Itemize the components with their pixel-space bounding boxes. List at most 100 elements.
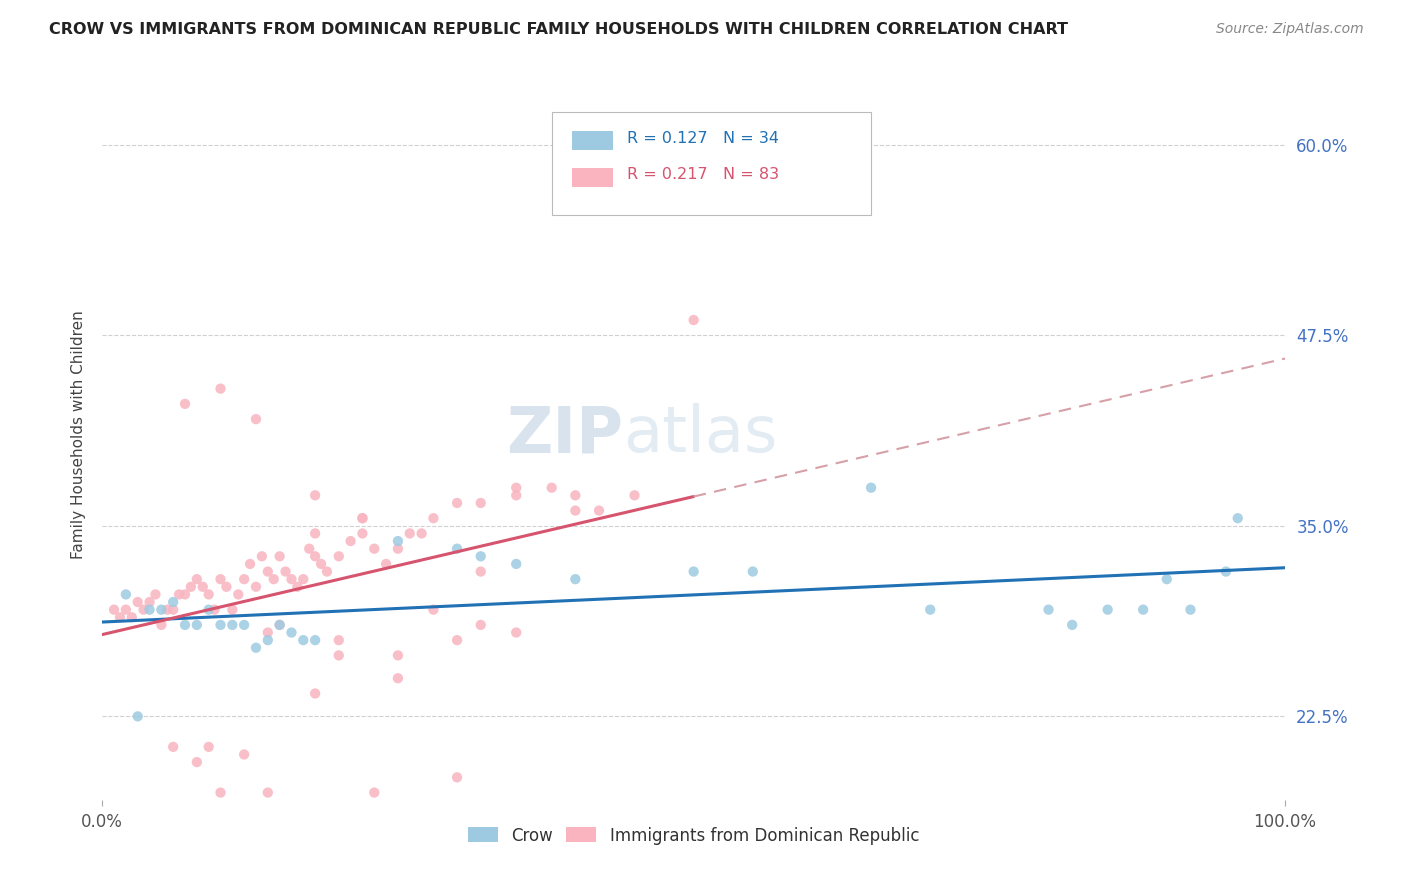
- Point: [387, 648, 409, 663]
- Point: [239, 557, 262, 571]
- Point: [197, 587, 219, 601]
- Point: [470, 549, 492, 564]
- Point: [287, 580, 309, 594]
- Point: [209, 786, 232, 800]
- Point: [304, 526, 326, 541]
- Point: [245, 580, 267, 594]
- Point: [422, 602, 444, 616]
- Y-axis label: Family Households with Children: Family Households with Children: [72, 310, 86, 558]
- Point: [328, 549, 350, 564]
- Point: [1215, 565, 1237, 579]
- Point: [256, 625, 278, 640]
- Point: [245, 412, 267, 426]
- Point: [422, 511, 444, 525]
- Point: [470, 618, 492, 632]
- Point: [127, 595, 149, 609]
- Point: [256, 633, 278, 648]
- Point: [250, 549, 273, 564]
- Point: [209, 572, 232, 586]
- Point: [180, 580, 202, 594]
- Point: [1038, 602, 1060, 616]
- Point: [263, 572, 285, 586]
- Point: [352, 511, 374, 525]
- Point: [145, 587, 167, 601]
- Point: [174, 618, 197, 632]
- Text: CROW VS IMMIGRANTS FROM DOMINICAN REPUBLIC FAMILY HOUSEHOLDS WITH CHILDREN CORRE: CROW VS IMMIGRANTS FROM DOMINICAN REPUBL…: [49, 22, 1069, 37]
- Point: [328, 633, 350, 648]
- Point: [197, 602, 219, 616]
- Point: [292, 572, 315, 586]
- Point: [256, 786, 278, 800]
- Point: [339, 534, 361, 549]
- Point: [375, 557, 398, 571]
- Text: R = 0.217   N = 83: R = 0.217 N = 83: [627, 167, 779, 182]
- Point: [221, 602, 243, 616]
- Point: [564, 503, 586, 517]
- Point: [1226, 511, 1249, 525]
- Point: [316, 565, 339, 579]
- Point: [387, 534, 409, 549]
- Point: [115, 602, 138, 616]
- Point: [387, 671, 409, 685]
- Point: [174, 587, 197, 601]
- Point: [174, 397, 197, 411]
- Point: [167, 587, 190, 601]
- Point: [103, 602, 125, 616]
- Point: [186, 618, 208, 632]
- Point: [221, 618, 243, 632]
- Point: [505, 481, 527, 495]
- Point: [186, 755, 208, 769]
- Point: [682, 313, 704, 327]
- Point: [304, 549, 326, 564]
- Point: [245, 640, 267, 655]
- Point: [446, 496, 468, 510]
- Bar: [572, 131, 613, 151]
- Point: [505, 625, 527, 640]
- FancyBboxPatch shape: [551, 112, 872, 215]
- Text: atlas: atlas: [623, 403, 778, 466]
- Point: [209, 382, 232, 396]
- Point: [132, 602, 155, 616]
- Point: [162, 602, 184, 616]
- Point: [860, 481, 883, 495]
- Point: [162, 739, 184, 754]
- Text: Source: ZipAtlas.com: Source: ZipAtlas.com: [1216, 22, 1364, 37]
- Point: [162, 595, 184, 609]
- Point: [304, 686, 326, 700]
- Point: [215, 580, 238, 594]
- Point: [280, 572, 302, 586]
- Point: [328, 648, 350, 663]
- Point: [156, 602, 179, 616]
- Point: [309, 557, 332, 571]
- Point: [150, 602, 173, 616]
- Point: [1097, 602, 1119, 616]
- Point: [564, 572, 586, 586]
- Point: [1180, 602, 1202, 616]
- Text: ZIP: ZIP: [506, 403, 623, 466]
- Point: [150, 618, 173, 632]
- Point: [186, 572, 208, 586]
- Point: [352, 526, 374, 541]
- Point: [682, 565, 704, 579]
- Point: [741, 565, 763, 579]
- Point: [269, 618, 291, 632]
- Point: [269, 618, 291, 632]
- Legend: Crow, Immigrants from Dominican Republic: Crow, Immigrants from Dominican Republic: [468, 827, 920, 845]
- Point: [233, 747, 256, 762]
- Point: [470, 496, 492, 510]
- Point: [274, 565, 297, 579]
- Point: [191, 580, 214, 594]
- Point: [304, 633, 326, 648]
- Point: [446, 541, 468, 556]
- Point: [505, 557, 527, 571]
- Point: [292, 633, 315, 648]
- Point: [209, 618, 232, 632]
- Point: [446, 770, 468, 784]
- Point: [540, 481, 562, 495]
- Point: [304, 488, 326, 502]
- Point: [623, 488, 645, 502]
- Point: [233, 618, 256, 632]
- Point: [204, 602, 226, 616]
- Point: [226, 587, 249, 601]
- Point: [387, 541, 409, 556]
